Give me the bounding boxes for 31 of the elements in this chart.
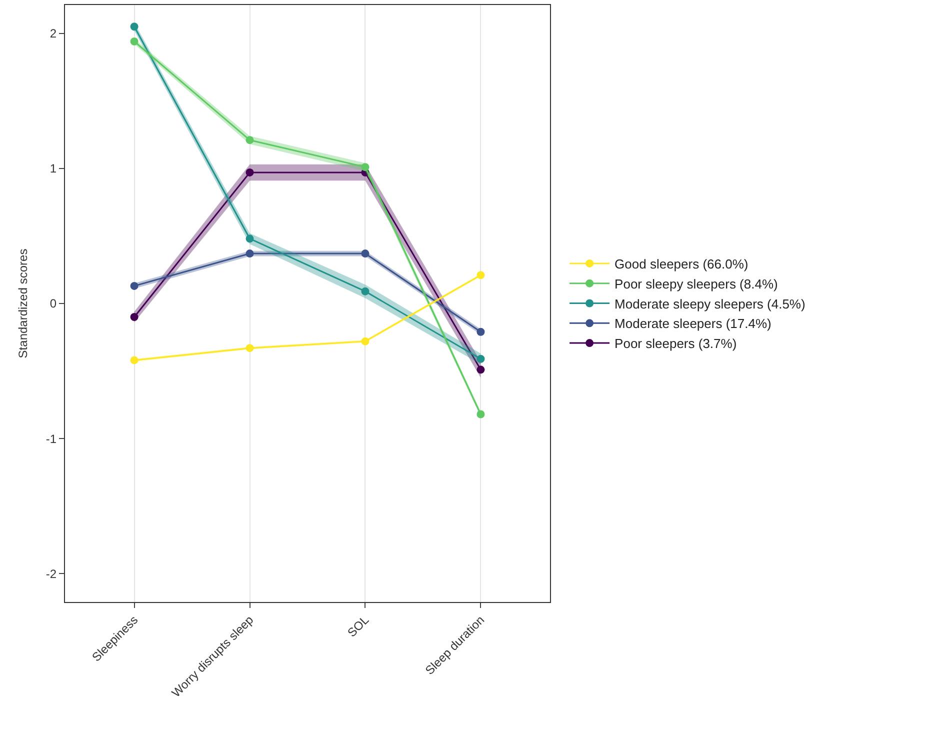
point — [476, 366, 485, 374]
point — [130, 37, 138, 46]
point — [476, 354, 485, 363]
legend-label: Moderate sleepers (17.4%) — [614, 316, 772, 332]
point — [361, 163, 370, 172]
y-axis-title: Standardized scores — [16, 248, 30, 358]
point — [361, 287, 370, 296]
x-tick-label: SOL — [344, 612, 372, 640]
point — [130, 356, 138, 364]
point — [476, 328, 485, 336]
point — [476, 271, 485, 280]
point — [246, 234, 254, 243]
y-tick-label: -2 — [46, 566, 57, 581]
point — [476, 410, 485, 418]
legend-label: Moderate sleepy sleepers (4.5%) — [614, 296, 806, 312]
legend-label: Good sleepers (66.0%) — [614, 256, 748, 272]
y-tick-label: 2 — [50, 26, 57, 41]
y-tick-label: 1 — [50, 162, 57, 176]
point — [130, 313, 138, 322]
point — [130, 282, 138, 290]
y-tick-label: -1 — [46, 432, 57, 446]
point — [361, 337, 370, 346]
y-tick-label: 0 — [50, 296, 57, 311]
legend-label: Poor sleepers (3.7%) — [614, 336, 737, 352]
point — [246, 168, 254, 176]
point — [246, 344, 254, 352]
point — [246, 250, 254, 258]
point — [246, 136, 254, 144]
point — [130, 22, 138, 31]
legend-label: Poor sleepy sleepers (8.4%) — [614, 276, 778, 292]
point — [361, 250, 370, 258]
